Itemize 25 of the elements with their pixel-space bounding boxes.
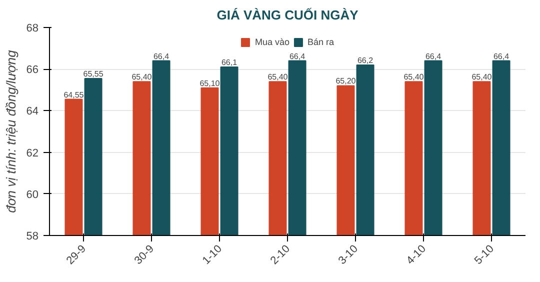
data-label: 65,20	[336, 76, 356, 86]
data-label: 66,1	[221, 58, 238, 68]
y-tick-label: 64	[26, 106, 39, 118]
y-tick-label: 62	[26, 147, 39, 160]
data-label: 66,4	[493, 52, 510, 61]
data-label: 66,4	[289, 52, 306, 61]
y-tick-label: 66	[26, 64, 39, 76]
legend-label: Bán ra	[308, 37, 334, 47]
chart-title: GIÁ VÀNG CUỐI NGÀY	[216, 8, 359, 22]
data-label: 65,40	[472, 72, 492, 82]
y-tick-label: 58	[26, 230, 39, 242]
y-tick-label: 68	[26, 22, 39, 34]
data-label: 64,55	[64, 90, 84, 100]
data-label: 66,4	[425, 52, 442, 61]
data-label: 65,55	[83, 69, 104, 78]
data-label: 65,40	[132, 72, 152, 82]
data-label: 65,40	[268, 72, 288, 82]
data-label: 66,2	[357, 56, 374, 65]
data-label: 66,4	[153, 52, 170, 61]
y-tick-label: 60	[26, 188, 39, 201]
y-axis-title: đơn vị tính: triệu đồng/lượng	[3, 49, 18, 213]
data-label: 65,10	[200, 78, 220, 88]
x-tick-label: 4-10	[404, 242, 428, 268]
legend-label: Mua vào	[254, 37, 290, 47]
data-label: 65,40	[404, 72, 424, 82]
